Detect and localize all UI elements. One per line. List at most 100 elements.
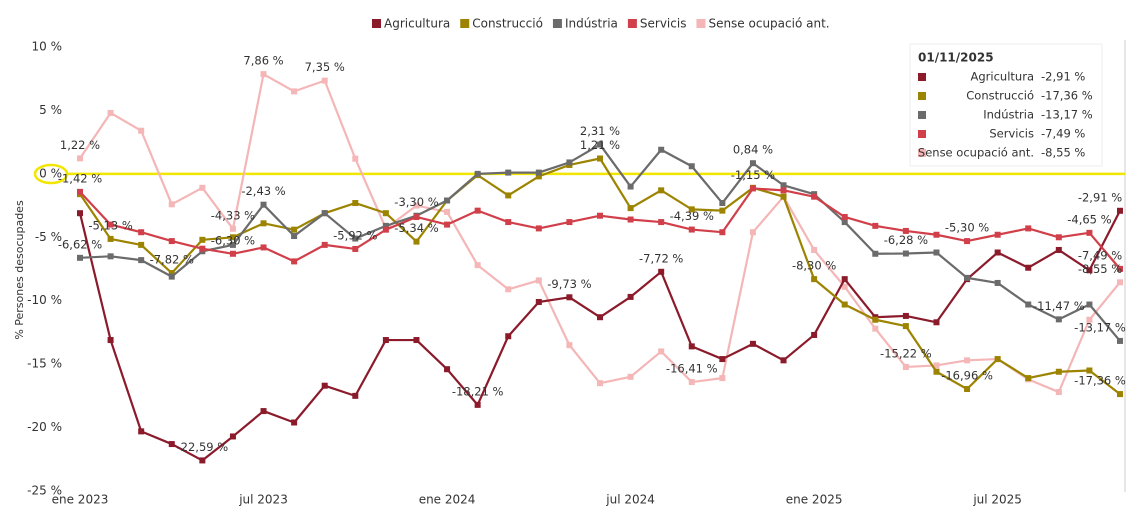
point-marker (964, 386, 971, 393)
point-marker (597, 314, 603, 321)
point-marker (77, 155, 83, 162)
value-label: -8,55 % (1078, 262, 1122, 276)
point-marker (535, 298, 542, 305)
point-marker (902, 227, 909, 234)
point-marker (811, 331, 818, 338)
point-marker (107, 337, 114, 344)
point-marker (352, 200, 359, 207)
value-label: 0,84 % (733, 143, 773, 157)
value-label: -8,30 % (792, 259, 836, 273)
value-label: -2,43 % (241, 184, 285, 198)
point-marker (780, 182, 787, 189)
point-marker (811, 193, 818, 200)
value-label: -4,39 % (670, 209, 714, 223)
x-tick-label: ene 2024 (419, 493, 476, 507)
point-marker (535, 277, 542, 284)
point-marker (1117, 279, 1123, 286)
point-marker (627, 183, 634, 190)
point-marker (627, 216, 634, 223)
point-marker (321, 241, 328, 248)
point-marker (964, 274, 971, 281)
tooltip-name: Agricultura (971, 70, 1034, 84)
point-marker (872, 325, 879, 332)
point-marker (260, 71, 267, 78)
point-marker (535, 173, 542, 180)
x-tick-label: ene 2025 (786, 493, 843, 507)
point-marker (841, 283, 848, 290)
point-marker (77, 210, 83, 217)
value-label: -6,62 % (58, 237, 102, 251)
point-marker (597, 155, 603, 162)
legend-swatch (552, 19, 562, 28)
point-marker (658, 146, 665, 153)
point-marker (229, 225, 236, 232)
point-marker (413, 213, 420, 220)
point-marker (199, 245, 206, 252)
point-marker (658, 219, 665, 226)
point-marker (1086, 267, 1093, 274)
y-tick-label: -5 % (35, 230, 62, 244)
point-marker (382, 210, 389, 217)
point-marker (291, 419, 298, 426)
point-marker (658, 268, 665, 275)
point-marker (566, 159, 573, 166)
tooltip-swatch (918, 73, 926, 81)
point-marker (719, 356, 726, 363)
x-tick-label: ene 2023 (52, 493, 109, 507)
point-marker (352, 235, 359, 242)
point-marker (688, 206, 695, 213)
point-marker (872, 222, 879, 229)
point-marker (199, 236, 206, 243)
point-marker (597, 212, 603, 219)
point-marker (1117, 337, 1123, 344)
value-label: -5,34 % (394, 221, 438, 235)
legend-label: Servicis (640, 17, 687, 31)
point-marker (474, 401, 481, 408)
point-marker (107, 235, 114, 242)
point-marker (260, 220, 267, 227)
point-marker (994, 249, 1001, 256)
point-marker (229, 241, 236, 248)
point-marker (229, 433, 236, 440)
point-marker (1025, 375, 1032, 382)
value-label: 1,21 % (580, 138, 620, 152)
point-marker (964, 357, 971, 364)
point-marker (902, 250, 909, 257)
legend-swatch (460, 19, 470, 28)
tooltip-value: -13,17 % (1041, 108, 1093, 122)
point-marker (933, 368, 940, 375)
point-marker (1086, 367, 1093, 374)
point-marker (994, 231, 1001, 238)
point-marker (505, 169, 512, 176)
point-marker (1117, 207, 1123, 214)
point-marker (168, 273, 175, 280)
value-label: -4,33 % (211, 208, 255, 222)
value-label: -2,91 % (1078, 190, 1122, 204)
point-marker (719, 207, 726, 214)
value-label: -5,30 % (945, 221, 989, 235)
tooltip-box (909, 43, 1103, 167)
point-marker (566, 342, 573, 349)
value-label: -13,17 % (1074, 320, 1126, 334)
value-label: -22,59 % (177, 440, 229, 454)
point-marker (688, 379, 695, 386)
legend-label: Indústria (565, 17, 618, 31)
point-marker (872, 316, 879, 323)
point-marker (566, 219, 573, 226)
point-marker (291, 258, 298, 265)
tooltip-value: -17,36 % (1041, 89, 1093, 103)
point-marker (627, 373, 634, 380)
point-marker (749, 229, 756, 236)
value-label: 7,35 % (305, 60, 345, 74)
point-marker (1055, 368, 1062, 375)
point-marker (933, 249, 940, 256)
point-marker (77, 254, 83, 261)
point-marker (902, 363, 909, 370)
series-line (78, 210, 1121, 462)
point-marker (352, 155, 359, 162)
x-tick-label: jul 2023 (238, 493, 288, 507)
tooltip-value: -7,49 % (1041, 127, 1085, 141)
point-marker (107, 109, 114, 116)
point-marker (138, 241, 145, 248)
